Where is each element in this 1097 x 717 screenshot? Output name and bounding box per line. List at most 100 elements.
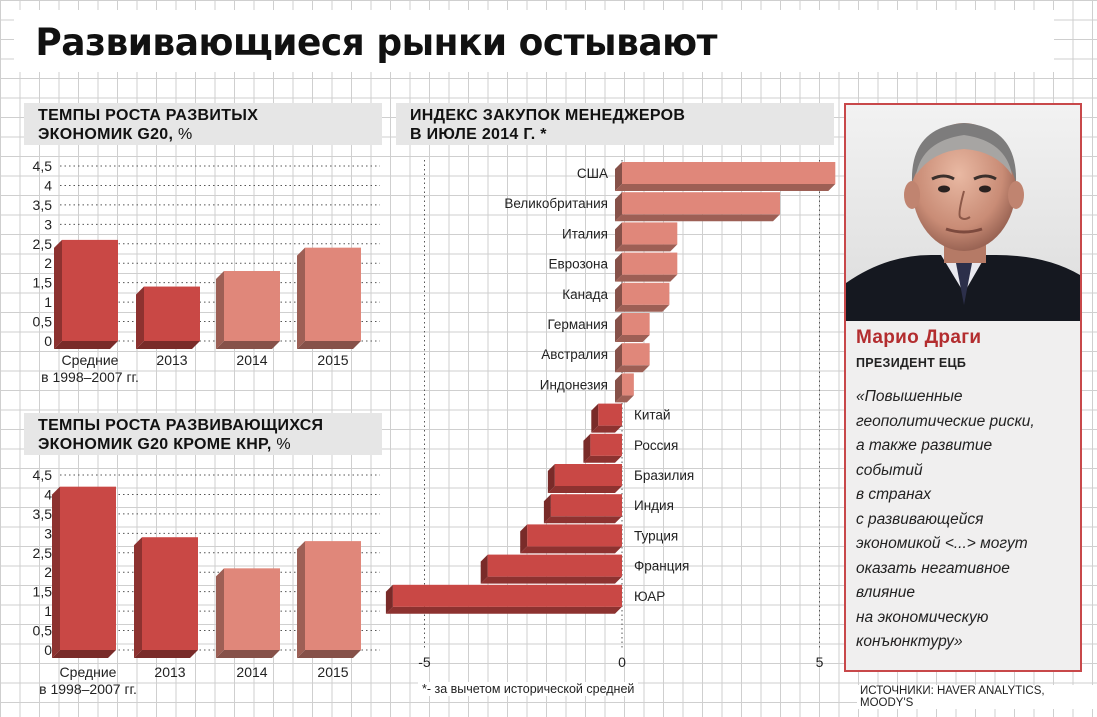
- bar: [622, 252, 678, 275]
- panel-title-pmi-line2: В ИЮЛЕ 2014 Г. *: [410, 126, 547, 143]
- quote-line: а также развитие: [856, 437, 993, 454]
- quote-line: конъюнктуру»: [856, 633, 963, 650]
- bar-side: [583, 433, 591, 463]
- panel-title-developed-line1: ТЕМПЫ РОСТА РАЗВИТЫХ: [38, 107, 259, 124]
- quote: «Повышенные геополитические риски, а так…: [856, 385, 1078, 655]
- pmi-chart: -5 0 5 США Великобритания Италия Еврозона Канад…: [385, 160, 836, 670]
- y-tick-label: 4,5: [33, 467, 53, 483]
- bar: [622, 343, 650, 366]
- y-tick-label: 1: [44, 294, 52, 310]
- y-tick-label: 3: [44, 525, 52, 541]
- category-label: Россия: [634, 438, 678, 453]
- y-tick-label: 0,5: [33, 623, 53, 639]
- bar-base: [547, 486, 622, 493]
- panel-title-developed-unit: %: [177, 126, 193, 143]
- bar-side: [615, 162, 622, 191]
- y-tick-label: 0: [44, 642, 52, 658]
- bar-side: [543, 494, 551, 524]
- category-label: ЮАР: [634, 589, 665, 604]
- bar: [527, 524, 622, 547]
- bar: [554, 464, 622, 486]
- category-label: США: [577, 166, 608, 181]
- category-label: Китай: [634, 408, 671, 423]
- bar-side: [520, 524, 528, 554]
- category-label: Турция: [634, 528, 678, 543]
- category-label: Еврозона: [548, 257, 608, 272]
- bar-side: [54, 239, 62, 349]
- bar: [305, 247, 361, 341]
- person-name: Марио Драги: [856, 327, 982, 348]
- panel-title-developed-line2: ЭКОНОМИК G20, %: [38, 125, 382, 144]
- category-label: Бразилия: [634, 468, 694, 483]
- y-tick-label: 3: [44, 216, 52, 232]
- bar-base: [216, 341, 280, 349]
- panel-title-emerging-line2-text: ЭКОНОМИК G20 КРОМЕ КНР,: [38, 436, 272, 453]
- category-label: Франция: [634, 559, 689, 574]
- y-tick-label: 2,5: [33, 236, 53, 252]
- y-tick-label: 1: [44, 603, 52, 619]
- y-tick-label: 1,5: [33, 275, 53, 291]
- panel-title-emerging-line2: ЭКОНОМИК G20 КРОМЕ КНР, %: [38, 435, 382, 454]
- bar: [224, 271, 280, 341]
- bar: [392, 584, 622, 607]
- x-tick-label: 2013: [156, 352, 187, 368]
- footnote: *- за вычетом исторической средней: [418, 682, 639, 696]
- bar-side: [547, 464, 555, 493]
- y-tick-label: 0,5: [33, 314, 53, 330]
- page-title: Развивающиеся рынки остывают: [14, 10, 1054, 72]
- category-label: Канада: [562, 287, 608, 302]
- bar-side: [591, 403, 599, 433]
- bar-base: [480, 576, 622, 584]
- bar-base: [134, 650, 198, 658]
- x-tick-label: 2014: [236, 352, 267, 368]
- panel-title-pmi-line1: ИНДЕКС ЗАКУПОК МЕНЕДЖЕРОВ: [410, 107, 686, 124]
- bar: [144, 286, 200, 341]
- quote-line: экономикой <...> могут: [856, 535, 1028, 552]
- person-role: ПРЕЗИДЕНТ ЕЦБ: [856, 356, 967, 370]
- bar: [60, 486, 116, 650]
- panel-title-pmi: ИНДЕКС ЗАКУПОК МЕНЕДЖЕРОВ В ИЮЛЕ 2014 Г.…: [396, 103, 834, 145]
- y-tick-label: 4,5: [33, 158, 53, 174]
- bar: [598, 403, 622, 426]
- category-label: Индонезия: [540, 377, 608, 392]
- quote-line: оказать негативное: [856, 559, 1010, 577]
- bar: [622, 373, 634, 396]
- bar: [224, 568, 280, 650]
- y-tick-label: 2,5: [33, 545, 53, 561]
- panel-title-developed-line2-text: ЭКОНОМИК G20,: [38, 126, 174, 143]
- bar-side: [385, 584, 393, 614]
- bar-side: [480, 554, 488, 584]
- portrait-photo: [846, 105, 1080, 321]
- category-label: Италия: [562, 226, 608, 241]
- bar-base: [385, 606, 622, 614]
- bar: [590, 433, 622, 456]
- bar-side: [136, 286, 144, 349]
- category-label: Великобритания: [504, 196, 608, 211]
- y-tick-label: 2: [44, 564, 52, 580]
- panel-title-emerging-line1: ТЕМПЫ РОСТА РАЗВИВАЮЩИХСЯ: [38, 417, 324, 434]
- x-tick-label: 2015: [317, 664, 348, 680]
- category-label: Индия: [634, 498, 674, 513]
- bar-base: [591, 425, 622, 433]
- bar-base: [615, 244, 678, 252]
- x-tick-label: в 1998–2007 гг.: [39, 681, 137, 697]
- quote-line: геополитические риски,: [856, 412, 1035, 430]
- bar-base: [136, 341, 200, 349]
- bar: [622, 192, 780, 215]
- y-tick-label: 1,5: [33, 584, 53, 600]
- quote-line: влияние: [856, 584, 915, 601]
- x-tick-label: 2014: [236, 664, 267, 680]
- x-tick-label: 5: [816, 654, 824, 670]
- bar-base: [52, 650, 116, 658]
- x-tick-label: 2013: [154, 664, 185, 680]
- bar-side: [297, 541, 305, 658]
- y-tick-label: 3,5: [33, 506, 53, 522]
- panel-title-emerging-unit: %: [276, 436, 291, 453]
- bar-base: [615, 335, 650, 342]
- y-tick-label: 3,5: [33, 197, 53, 213]
- bar: [487, 554, 622, 577]
- bar-side: [615, 313, 622, 342]
- quote-line: «Повышенные: [856, 388, 963, 405]
